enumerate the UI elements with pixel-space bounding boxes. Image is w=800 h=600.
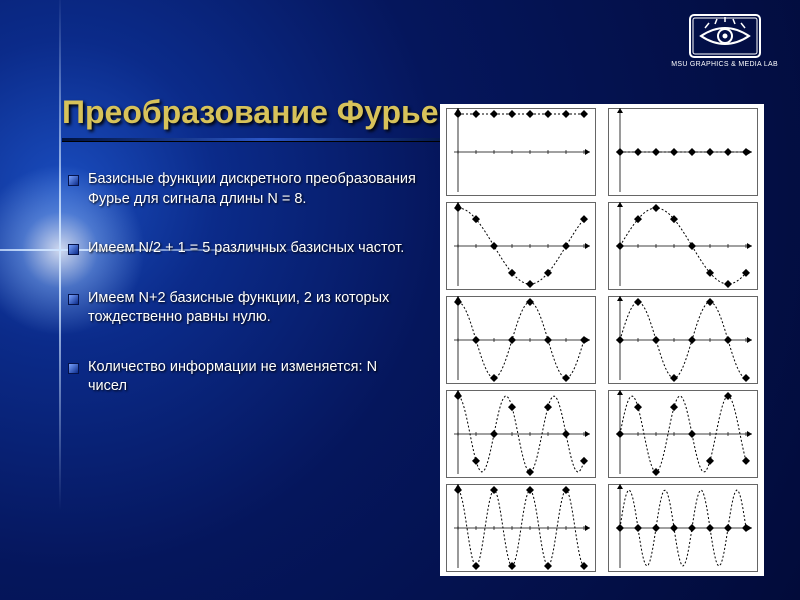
logo-text: MSU GRAPHICS & MEDIA LAB xyxy=(671,61,778,68)
title-underline xyxy=(62,138,462,142)
eye-icon xyxy=(689,14,761,58)
slide-title: Преобразование Фурье xyxy=(62,94,438,131)
bullet-item: Базисные функции дискретного преобразова… xyxy=(88,170,418,209)
basis-functions-chart xyxy=(440,104,764,576)
logo: MSU GRAPHICS & MEDIA LAB xyxy=(671,14,778,68)
bullet-item: Имеем N+2 базисные функции, 2 из которых… xyxy=(88,289,418,328)
bullet-list: Базисные функции дискретного преобразова… xyxy=(88,170,418,427)
bullet-item: Имеем N/2 + 1 = 5 различных базисных час… xyxy=(88,239,418,259)
bullet-item: Количество информации не изменяется: N ч… xyxy=(88,358,418,397)
